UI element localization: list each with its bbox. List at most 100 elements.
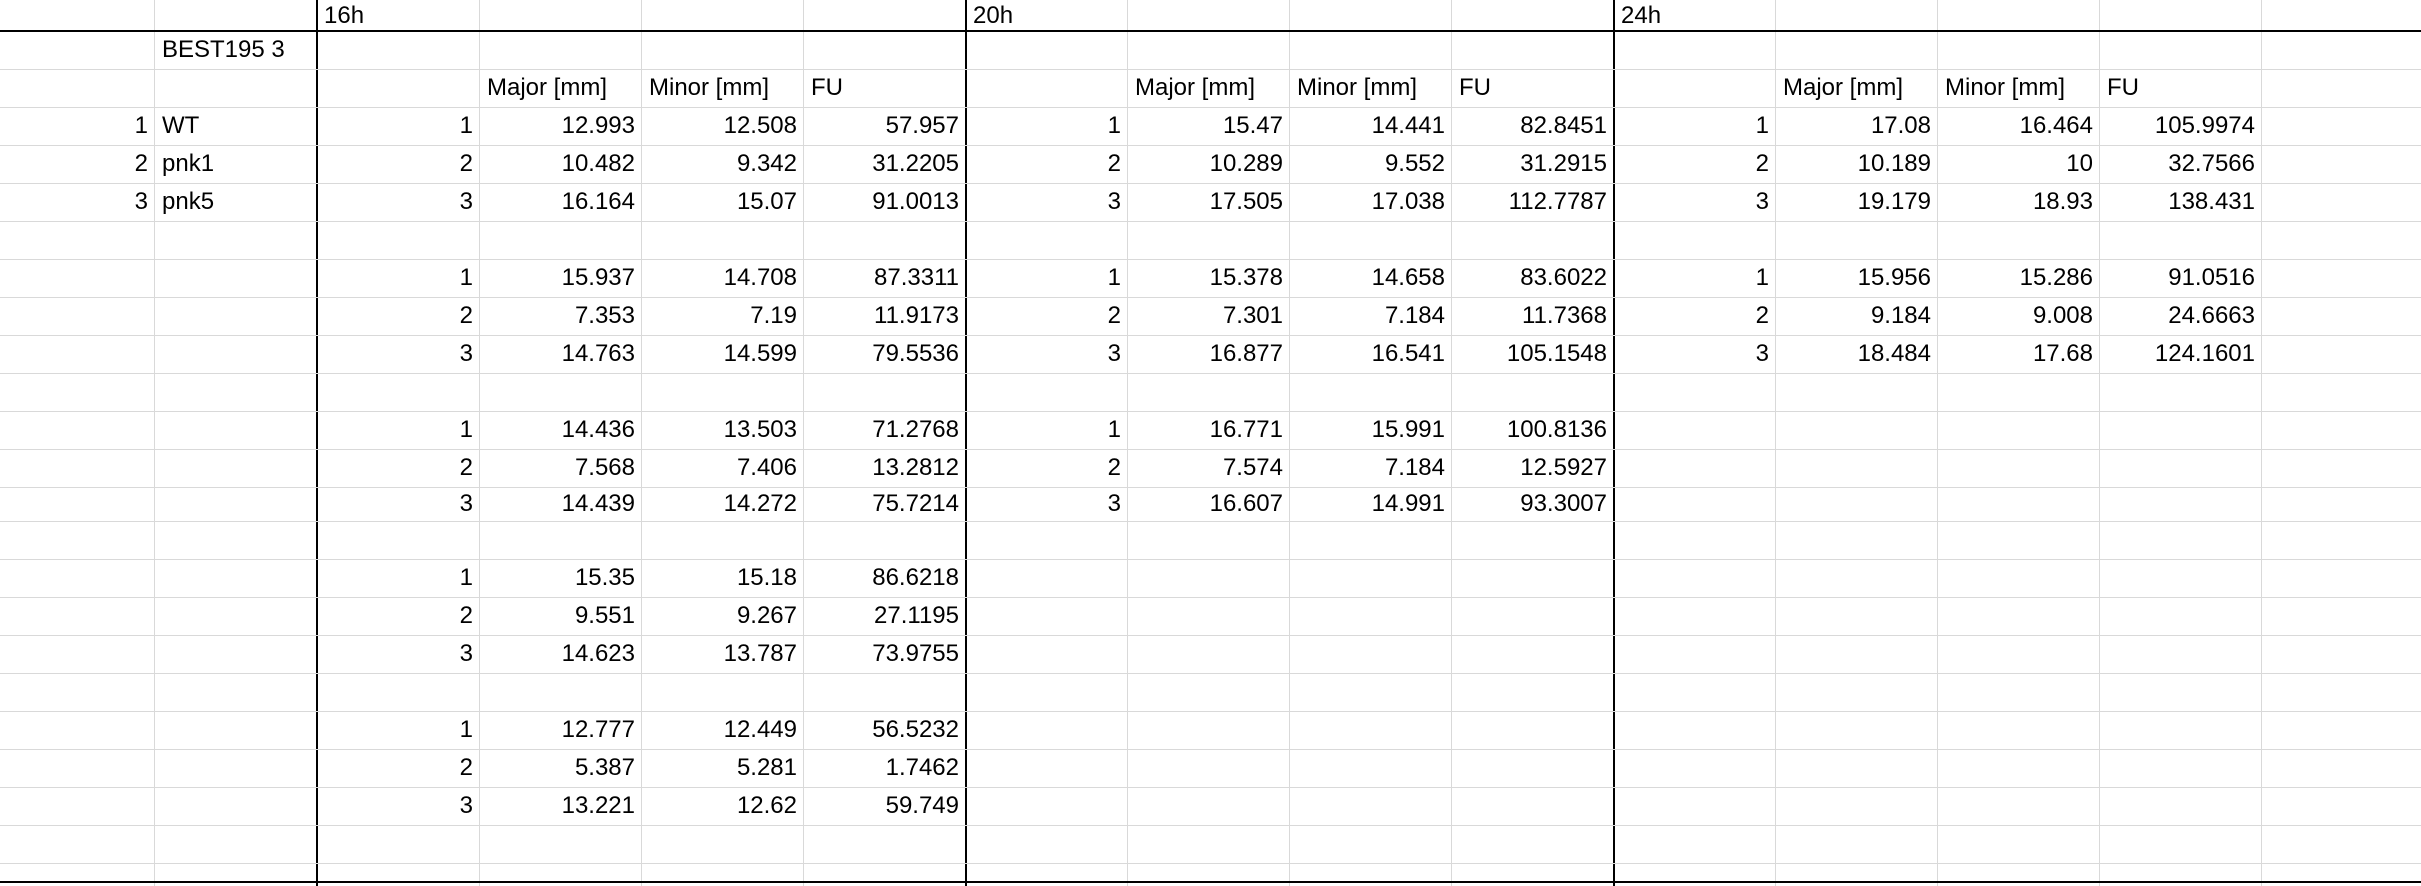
measurement-cell[interactable]: 31.2915	[1520, 150, 1607, 177]
column-header-cell[interactable]: Major [mm]	[1783, 74, 1903, 101]
measurement-cell[interactable]: 14.763	[561, 340, 635, 367]
strain-number-cell[interactable]: 3	[134, 188, 148, 215]
measurement-cell[interactable]: 59.749	[885, 792, 959, 819]
measurement-cell[interactable]: 105.9974	[2154, 112, 2255, 139]
replicate-number-cell[interactable]: 1	[459, 564, 473, 591]
measurement-cell[interactable]: 14.272	[723, 490, 797, 517]
replicate-number-cell[interactable]: 3	[459, 188, 473, 215]
column-header-cell[interactable]: Minor [mm]	[1945, 74, 2065, 101]
measurement-cell[interactable]: 14.623	[561, 640, 635, 667]
measurement-cell[interactable]: 73.9755	[872, 640, 959, 667]
measurement-cell[interactable]: 15.35	[574, 564, 635, 591]
measurement-cell[interactable]: 14.436	[561, 416, 635, 443]
measurement-cell[interactable]: 7.568	[574, 454, 635, 481]
replicate-number-cell[interactable]: 1	[459, 264, 473, 291]
column-header-cell[interactable]: FU	[2107, 74, 2139, 101]
replicate-number-cell[interactable]: 1	[1107, 112, 1121, 139]
measurement-cell[interactable]: 87.3311	[874, 264, 959, 291]
measurement-cell[interactable]: 13.2812	[872, 454, 959, 481]
replicate-number-cell[interactable]: 2	[459, 602, 473, 629]
replicate-number-cell[interactable]: 3	[1755, 340, 1769, 367]
column-header-cell[interactable]: FU	[1459, 74, 1491, 101]
measurement-cell[interactable]: 12.62	[736, 792, 797, 819]
measurement-cell[interactable]: 91.0516	[2168, 264, 2255, 291]
strain-name-cell[interactable]: WT	[162, 112, 200, 139]
measurement-cell[interactable]: 15.991	[1371, 416, 1445, 443]
measurement-cell[interactable]: 15.937	[561, 264, 635, 291]
measurement-cell[interactable]: 10.289	[1209, 150, 1283, 177]
measurement-cell[interactable]: 12.449	[723, 716, 797, 743]
measurement-cell[interactable]: 17.505	[1209, 188, 1283, 215]
measurement-cell[interactable]: 124.1601	[2154, 340, 2255, 367]
measurement-cell[interactable]: 9.008	[2032, 302, 2093, 329]
replicate-number-cell[interactable]: 1	[459, 112, 473, 139]
measurement-cell[interactable]: 7.184	[1384, 454, 1445, 481]
column-header-cell[interactable]: Major [mm]	[487, 74, 607, 101]
measurement-cell[interactable]: 12.993	[561, 112, 635, 139]
measurement-cell[interactable]: 100.8136	[1506, 416, 1607, 443]
replicate-number-cell[interactable]: 3	[459, 640, 473, 667]
replicate-number-cell[interactable]: 3	[1107, 340, 1121, 367]
measurement-cell[interactable]: 79.5536	[872, 340, 959, 367]
measurement-cell[interactable]: 91.0013	[872, 188, 959, 215]
measurement-cell[interactable]: 138.431	[2168, 188, 2255, 215]
measurement-cell[interactable]: 7.19	[750, 302, 797, 329]
measurement-cell[interactable]: 7.574	[1222, 454, 1283, 481]
timepoint-header-cell[interactable]: 24h	[1621, 1, 1662, 29]
replicate-number-cell[interactable]: 2	[1107, 454, 1121, 481]
measurement-cell[interactable]: 13.787	[723, 640, 797, 667]
column-header-cell[interactable]: Minor [mm]	[1297, 74, 1417, 101]
measurement-cell[interactable]: 12.508	[723, 112, 797, 139]
measurement-cell[interactable]: 7.184	[1384, 302, 1445, 329]
replicate-number-cell[interactable]: 2	[459, 302, 473, 329]
measurement-cell[interactable]: 16.541	[1371, 340, 1445, 367]
measurement-cell[interactable]: 7.353	[574, 302, 635, 329]
replicate-number-cell[interactable]: 2	[459, 150, 473, 177]
measurement-cell[interactable]: 10.189	[1857, 150, 1931, 177]
measurement-cell[interactable]: 75.7214	[872, 490, 959, 517]
measurement-cell[interactable]: 9.184	[1870, 302, 1931, 329]
measurement-cell[interactable]: 16.771	[1209, 416, 1283, 443]
timepoint-header-cell[interactable]: 20h	[973, 1, 1014, 29]
measurement-cell[interactable]: 14.599	[723, 340, 797, 367]
replicate-number-cell[interactable]: 2	[1107, 150, 1121, 177]
measurement-cell[interactable]: 56.5232	[872, 716, 959, 743]
replicate-number-cell[interactable]: 1	[459, 716, 473, 743]
measurement-cell[interactable]: 16.464	[2019, 112, 2093, 139]
strain-name-cell[interactable]: pnk5	[162, 188, 215, 215]
measurement-cell[interactable]: 1.7462	[885, 754, 959, 781]
measurement-cell[interactable]: 16.607	[1209, 490, 1283, 517]
measurement-cell[interactable]: 11.9173	[874, 302, 959, 329]
replicate-number-cell[interactable]: 2	[1107, 302, 1121, 329]
replicate-number-cell[interactable]: 2	[1755, 150, 1769, 177]
measurement-cell[interactable]: 17.68	[2032, 340, 2093, 367]
replicate-number-cell[interactable]: 1	[459, 416, 473, 443]
measurement-cell[interactable]: 112.7787	[1508, 188, 1607, 215]
measurement-cell[interactable]: 9.552	[1384, 150, 1445, 177]
measurement-cell[interactable]: 27.1195	[874, 602, 959, 629]
strain-number-cell[interactable]: 2	[134, 150, 148, 177]
column-header-cell[interactable]: FU	[811, 74, 843, 101]
measurement-cell[interactable]: 105.1548	[1506, 340, 1607, 367]
timepoint-header-cell[interactable]: 16h	[324, 1, 365, 29]
measurement-cell[interactable]: 11.7368	[1522, 302, 1607, 329]
replicate-number-cell[interactable]: 3	[459, 792, 473, 819]
measurement-cell[interactable]: 14.441	[1371, 112, 1445, 139]
measurement-cell[interactable]: 32.7566	[2168, 150, 2255, 177]
column-header-cell[interactable]: Minor [mm]	[649, 74, 769, 101]
measurement-cell[interactable]: 57.957	[885, 112, 959, 139]
measurement-cell[interactable]: 93.3007	[1520, 490, 1607, 517]
measurement-cell[interactable]: 15.07	[736, 188, 797, 215]
measurement-cell[interactable]: 16.877	[1209, 340, 1283, 367]
measurement-cell[interactable]: 17.038	[1371, 188, 1445, 215]
measurement-cell[interactable]: 86.6218	[872, 564, 959, 591]
replicate-number-cell[interactable]: 3	[1755, 188, 1769, 215]
measurement-cell[interactable]: 82.8451	[1520, 112, 1607, 139]
measurement-cell[interactable]: 5.281	[736, 754, 797, 781]
measurement-cell[interactable]: 14.439	[561, 490, 635, 517]
measurement-cell[interactable]: 7.406	[736, 454, 797, 481]
measurement-cell[interactable]: 10.482	[561, 150, 635, 177]
strain-name-cell[interactable]: pnk1	[162, 150, 215, 177]
measurement-cell[interactable]: 15.956	[1857, 264, 1931, 291]
measurement-cell[interactable]: 12.777	[561, 716, 635, 743]
